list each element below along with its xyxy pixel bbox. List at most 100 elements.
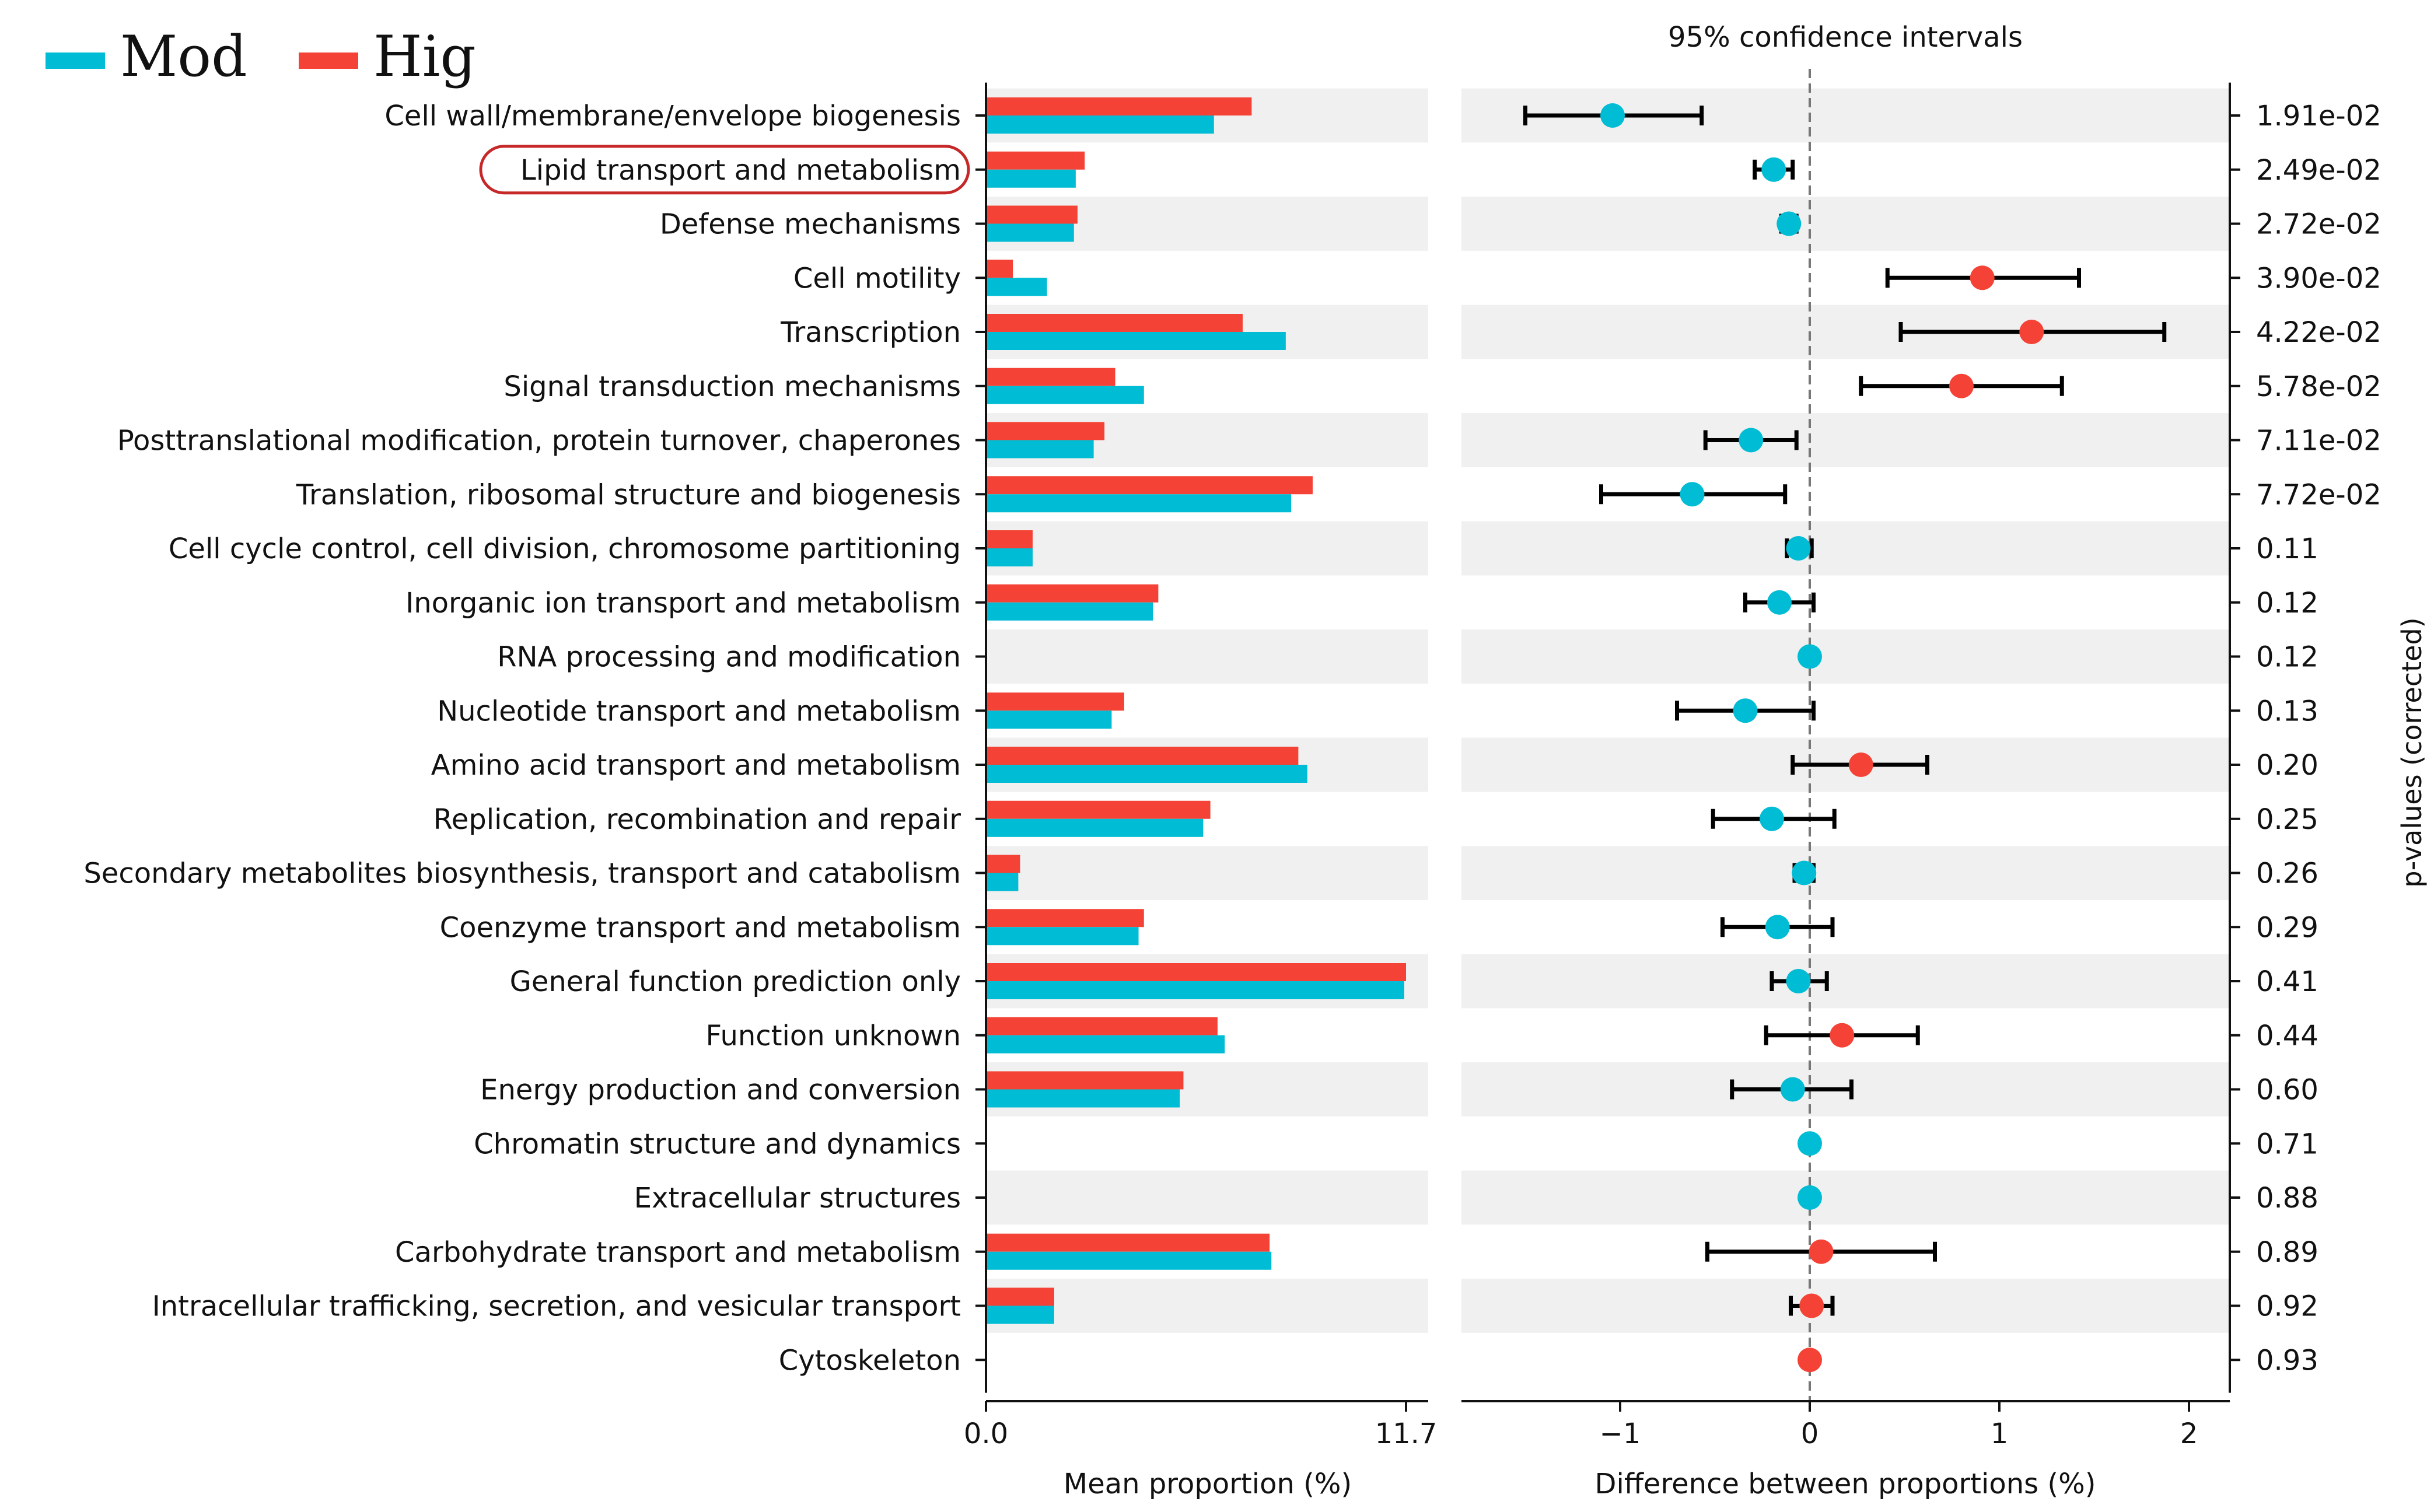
ci-point (1799, 1293, 1824, 1318)
legend: Mod Hig (46, 24, 476, 89)
bar-mod (986, 332, 1286, 350)
ci-point (1792, 860, 1817, 886)
ci-row-stripe (1461, 197, 2230, 251)
bar-mod (986, 981, 1404, 999)
pvalue-label: 0.13 (2256, 695, 2318, 727)
ci-point (1739, 428, 1764, 453)
category-label: Function unknown (705, 1020, 961, 1052)
ci-row (1789, 1293, 1835, 1318)
ci-point (1786, 536, 1811, 561)
bar-mod (986, 818, 1204, 837)
bar-hig (986, 1071, 1184, 1090)
ci-x-axis-title: Difference between proportions (%) (1595, 1468, 2096, 1500)
ci-row (1599, 482, 1788, 507)
pvalue-label: 2.72e-02 (2256, 208, 2381, 241)
bar-hig (986, 855, 1020, 873)
ci-x-tick-label: 2 (2180, 1418, 2198, 1450)
ci-point (1600, 103, 1625, 128)
ci-point (1786, 969, 1811, 993)
category-label: Transcription (780, 316, 961, 349)
bar-hig (986, 151, 1085, 170)
bar-hig (986, 97, 1252, 116)
ci-row (1675, 698, 1816, 723)
ci-point (1733, 698, 1758, 723)
pvalue-label: 0.44 (2256, 1020, 2318, 1052)
ci-point (1767, 590, 1792, 615)
ci-point (1761, 157, 1786, 182)
category-label: Cytoskeleton (779, 1344, 961, 1377)
ci-point (2019, 320, 2044, 344)
ci-row-stripe (1461, 954, 2230, 1009)
pvalue-label: 7.72e-02 (2256, 478, 2381, 511)
ci-row (1523, 103, 1704, 128)
ci-point (1680, 482, 1705, 507)
ci-panel-title: 95% confidence intervals (1668, 21, 2023, 54)
bar-mod (986, 765, 1307, 783)
ci-x-tick-label: 1 (1991, 1418, 2009, 1450)
ci-row (1797, 1348, 1822, 1373)
pvalue-label: 3.90e-02 (2256, 262, 2381, 295)
ci-row (1776, 211, 1802, 236)
ci-panel (1523, 69, 2167, 1401)
category-label: Chromatin structure and dynamics (474, 1128, 961, 1160)
bar-row-stripe (986, 1170, 1428, 1225)
ci-row (1797, 644, 1822, 669)
ci-row (1898, 320, 2167, 344)
ci-row (1797, 1131, 1822, 1156)
legend-label-mod: Mod (120, 24, 247, 89)
ci-point (1797, 1348, 1822, 1373)
ci-row (1790, 752, 1929, 777)
ci-row (1753, 157, 1795, 182)
highlight-outline (479, 145, 970, 195)
bar-mod (986, 386, 1144, 404)
ci-point (1797, 1131, 1822, 1156)
bar-mod (986, 873, 1019, 891)
bar-hig (986, 800, 1211, 819)
pvalue-label: 0.11 (2256, 533, 2318, 565)
pvalue-label: 0.89 (2256, 1236, 2318, 1269)
category-label: Cell motility (793, 262, 961, 295)
legend-swatch-mod (46, 52, 105, 69)
category-label: Amino acid transport and metabolism (431, 749, 961, 782)
pvalue-label: 0.25 (2256, 803, 2318, 836)
pvalue-label: 0.12 (2256, 587, 2318, 620)
pvalue-label: 0.29 (2256, 911, 2318, 944)
ci-point (1848, 752, 1873, 777)
ci-row-stripe (1461, 846, 2230, 900)
pvalue-panel: 1.91e-02 2.49e-02 2.72e-02 3.90e-02 4.22e-02… (2229, 82, 2428, 1393)
ci-point (1765, 915, 1790, 940)
bar-hig (986, 422, 1105, 440)
bar-hig (986, 584, 1159, 603)
pvalue-label: 0.26 (2256, 858, 2318, 890)
ci-row (1703, 428, 1799, 453)
bar-mod (986, 116, 1214, 134)
bar-x-tick-label: 11.7 (1375, 1418, 1438, 1450)
pvalue-label: 0.93 (2256, 1344, 2318, 1377)
category-label: Coenzyme transport and metabolism (440, 911, 961, 944)
pvalue-label: 0.92 (2256, 1290, 2318, 1323)
category-label: Inorganic ion transport and metabolism (405, 587, 961, 620)
bar-mod (986, 1089, 1180, 1108)
bar-hig (986, 1287, 1054, 1306)
bar-hig (986, 747, 1299, 765)
ci-row (1885, 265, 2081, 290)
pvalue-label: 0.60 (2256, 1074, 2318, 1107)
ci-point (1797, 644, 1822, 669)
bar-row-stripe (986, 1279, 1428, 1333)
category-labels: Cell wall/membrane/envelope biogenesis Li… (83, 100, 986, 1377)
bar-mod (986, 602, 1153, 621)
bar-hig (986, 205, 1078, 224)
pvalue-label: 0.41 (2256, 965, 2318, 998)
category-label: Intracellular trafficking, secretion, an… (152, 1290, 961, 1323)
pvalue-label: 5.78e-02 (2256, 370, 2381, 403)
ci-row (1785, 536, 1814, 561)
pvalue-label: 0.88 (2256, 1182, 2318, 1214)
bar-row-stripe (986, 846, 1428, 900)
ci-row-stripe (1461, 1279, 2230, 1333)
category-label: Cell wall/membrane/envelope biogenesis (384, 100, 961, 132)
ci-x-tick-label: 0 (1801, 1418, 1819, 1450)
category-label: Signal transduction mechanisms (503, 370, 961, 403)
ci-row (1859, 373, 2064, 398)
ci-row (1792, 860, 1817, 886)
bar-hig (986, 314, 1243, 332)
